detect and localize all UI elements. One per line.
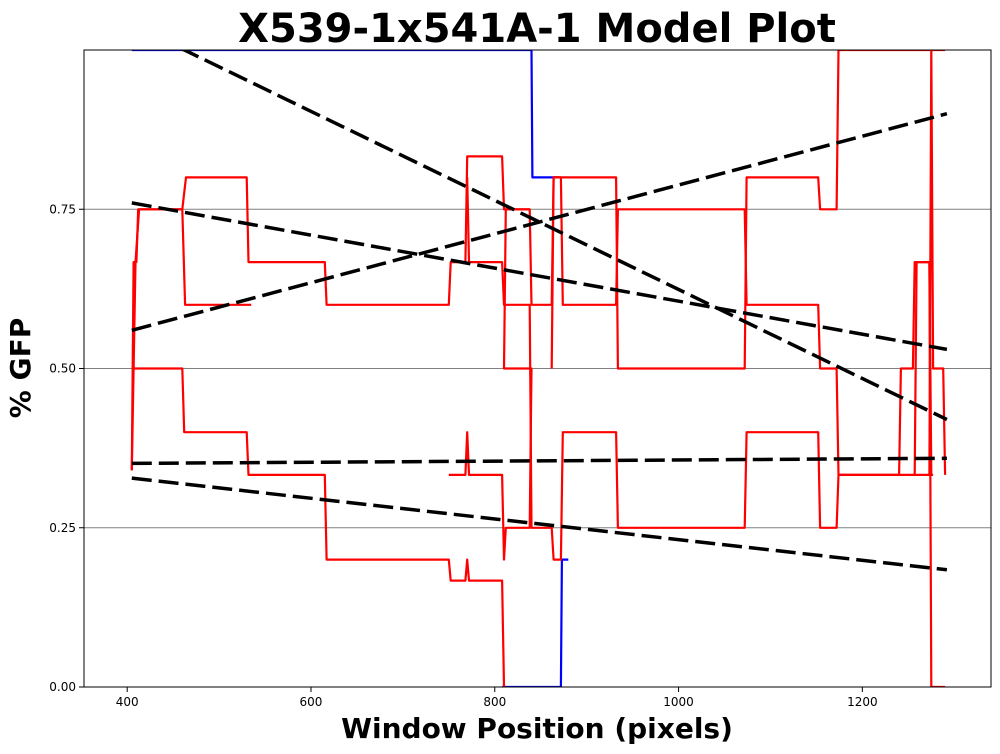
y-tick-label: 0.75 [49,202,76,216]
x-tick-label: 400 [116,695,139,709]
series-group [130,50,948,687]
x-axis-label: Window Position (pixels) [341,712,733,745]
y-tick-label: 0.00 [49,680,76,694]
series-line-black-10 [131,112,948,332]
series-line-blue-1 [502,558,569,687]
x-tick-label: 600 [300,695,323,709]
series-line-black-12 [131,456,947,466]
gridlines [84,208,991,529]
series-line-red-7 [550,50,946,370]
y-axis-label: % GFP [4,318,37,418]
y-tick-label: 0.25 [49,521,76,535]
y-tick-label: 0.50 [49,362,76,376]
series-line-blue-0 [131,50,560,179]
series-line-black-13 [131,476,948,572]
x-tick-label: 1000 [663,695,694,709]
series-line-red-5 [448,208,533,561]
series-line-red-4 [130,208,252,471]
series-line-red-8 [912,261,934,476]
chart-title: X539-1x541A-1 Model Plot [238,6,836,52]
series-line-black-11 [131,201,948,352]
series-line-red-6 [466,50,947,561]
series-line-black-9 [180,50,948,422]
x-axis-ticks: 400 600 800 1000 1200 [116,687,878,709]
series-line-red-3 [131,367,506,687]
x-tick-label: 1200 [847,695,878,709]
y-axis-ticks: 0.00 0.25 0.50 0.75 [49,202,84,694]
series-line-red-2 [130,155,946,687]
x-tick-label: 800 [483,695,506,709]
